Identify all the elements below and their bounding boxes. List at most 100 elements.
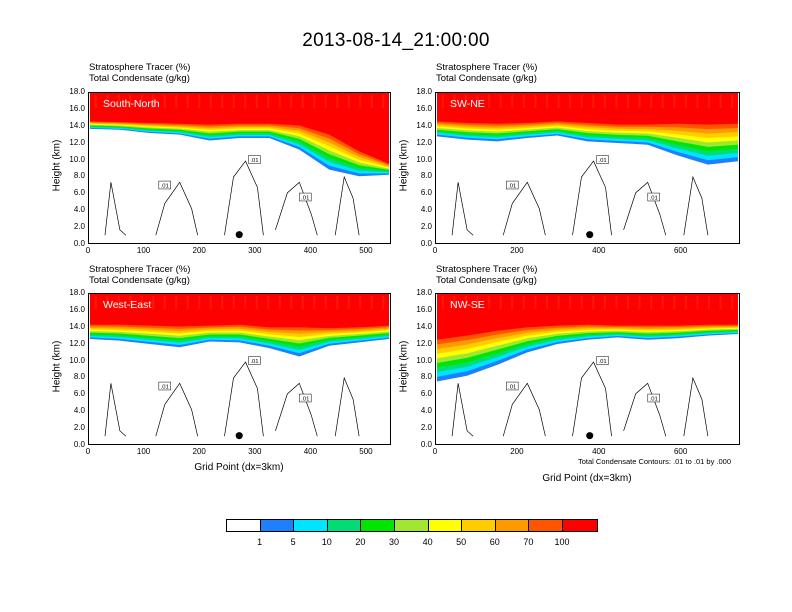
contour-label: .01 xyxy=(598,359,606,365)
x-axis-label: Grid Point (dx=3km) xyxy=(542,473,632,484)
contour-note: Total Condensate Contours: .01 to .01 by… xyxy=(578,457,732,466)
contour-label: .01 xyxy=(161,183,169,189)
header-line2: Total Condensate (g/kg) xyxy=(436,275,537,286)
plot-svg: .01 .01 .01 xyxy=(437,93,738,243)
x-tick-label: 200 xyxy=(510,246,524,255)
y-tick-label: 0.0 xyxy=(73,239,85,248)
contour-label-box xyxy=(299,192,312,202)
colorbar-label: 5 xyxy=(290,537,296,547)
contour-label: .01 xyxy=(161,384,169,390)
colorbar-swatch xyxy=(394,520,429,531)
condensate-contour xyxy=(572,361,612,437)
y-tick-label: 0.0 xyxy=(420,239,432,248)
colorbar-swatch xyxy=(327,520,362,531)
y-tick-label: 0.0 xyxy=(420,440,432,449)
colorbar xyxy=(226,519,598,532)
contour-label: .01 xyxy=(508,384,516,390)
header-line1: Stratosphere Tracer (%) xyxy=(436,264,538,275)
colorbar-swatch xyxy=(260,520,295,531)
y-tick-label: 4.0 xyxy=(73,205,85,215)
location-marker xyxy=(586,432,594,440)
colorbar-swatch xyxy=(294,520,328,531)
y-tick-label: 10.0 xyxy=(69,355,85,365)
condensate-contour xyxy=(224,361,264,437)
contour-label-box xyxy=(647,393,660,403)
header-line1: Stratosphere Tracer (%) xyxy=(89,264,191,275)
y-tick-label: 10.0 xyxy=(416,154,432,164)
colorbar-swatch xyxy=(428,520,463,531)
contour-label: .01 xyxy=(301,195,309,201)
x-tick-label: 600 xyxy=(673,447,688,456)
x-tick-label: 500 xyxy=(359,447,373,456)
colorbar-swatch xyxy=(227,520,261,531)
contour-label-box xyxy=(299,393,312,403)
x-tick-label: 400 xyxy=(592,246,606,255)
plot-svg: .01 .01 .01 xyxy=(89,294,390,444)
contour-label: .01 xyxy=(650,195,658,201)
colorbar-swatch xyxy=(529,520,563,531)
y-tick-label: 6.0 xyxy=(420,389,432,399)
condensate-contour xyxy=(334,376,360,437)
plot-panel-nw-se: NW-SE .01 .01 .01 xyxy=(435,293,740,445)
condensate-contour xyxy=(623,382,667,437)
y-tick-label: 8.0 xyxy=(73,171,85,181)
condensate-contour xyxy=(334,175,360,236)
x-tick-label: 600 xyxy=(673,246,688,255)
condensate-contour xyxy=(104,182,127,236)
y-tick-label: 6.0 xyxy=(420,188,432,198)
x-tick-label: 400 xyxy=(592,447,606,456)
contour-label-box xyxy=(248,155,261,164)
condensate-contour xyxy=(683,376,709,437)
contour-label: .01 xyxy=(250,158,258,164)
panel-header-3: Stratosphere Tracer (%) Total Condensate… xyxy=(89,264,190,286)
condensate-contour xyxy=(623,181,667,236)
x-axis-label: Grid Point (dx=3km) xyxy=(194,462,284,473)
colorbar-label: 10 xyxy=(321,537,332,547)
x-tick-label: 400 xyxy=(303,447,318,456)
y-tick-label: 2.0 xyxy=(73,222,85,232)
y-tick-label: 14.0 xyxy=(416,120,432,130)
x-tick-label: 0 xyxy=(85,246,91,255)
colorbar-swatch xyxy=(495,520,530,531)
y-tick-label: 4.0 xyxy=(73,406,85,416)
colorbar-swatch xyxy=(462,520,496,531)
condensate-contour xyxy=(451,383,474,437)
y-tick-label: 16.0 xyxy=(69,304,85,314)
y-tick-label: 4.0 xyxy=(420,406,432,416)
colorbar-label: 30 xyxy=(388,537,399,547)
contour-label-box xyxy=(158,180,171,190)
condensate-contour xyxy=(275,382,318,437)
y-tick-label: 8.0 xyxy=(420,171,432,181)
contour-label-box xyxy=(158,381,171,391)
y-tick-label: 18.0 xyxy=(416,288,432,297)
location-marker xyxy=(586,231,594,239)
panel-title: South-North xyxy=(103,98,160,110)
condensate-contour xyxy=(275,181,318,236)
location-marker xyxy=(235,231,243,239)
y-tick-label: 14.0 xyxy=(69,120,85,130)
header-line2: Total Condensate (g/kg) xyxy=(89,73,190,84)
condensate-contour xyxy=(155,382,198,437)
colorbar-label: 100 xyxy=(554,537,570,547)
x-tick-label: 0 xyxy=(432,447,438,456)
colorbar-label: 1 xyxy=(257,537,263,547)
plot-panel-sw-ne: SW-NE .01 .01 .01 xyxy=(435,92,740,244)
contour-label: .01 xyxy=(508,183,516,189)
x-tick-label: 300 xyxy=(248,447,262,456)
panel-header-2: Stratosphere Tracer (%) Total Condensate… xyxy=(436,62,537,84)
y-tick-label: 2.0 xyxy=(420,222,432,232)
plot-svg: .01 .01 .01 xyxy=(437,294,738,444)
condensate-contour xyxy=(572,160,612,236)
contour-label-box xyxy=(647,192,660,202)
header-line2: Total Condensate (g/kg) xyxy=(89,275,190,286)
colorbar-label: 60 xyxy=(489,537,500,547)
panel-title: West-East xyxy=(103,299,152,311)
y-tick-label: 2.0 xyxy=(420,423,432,433)
y-tick-label: 0.0 xyxy=(73,440,85,449)
x-tick-label: 0 xyxy=(85,447,91,456)
condensate-contour xyxy=(502,181,546,236)
colorbar-swatch xyxy=(562,520,597,531)
y-tick-label: 10.0 xyxy=(416,355,432,365)
x-tick-label: 100 xyxy=(136,447,151,456)
colorbar-label: 40 xyxy=(422,537,433,547)
